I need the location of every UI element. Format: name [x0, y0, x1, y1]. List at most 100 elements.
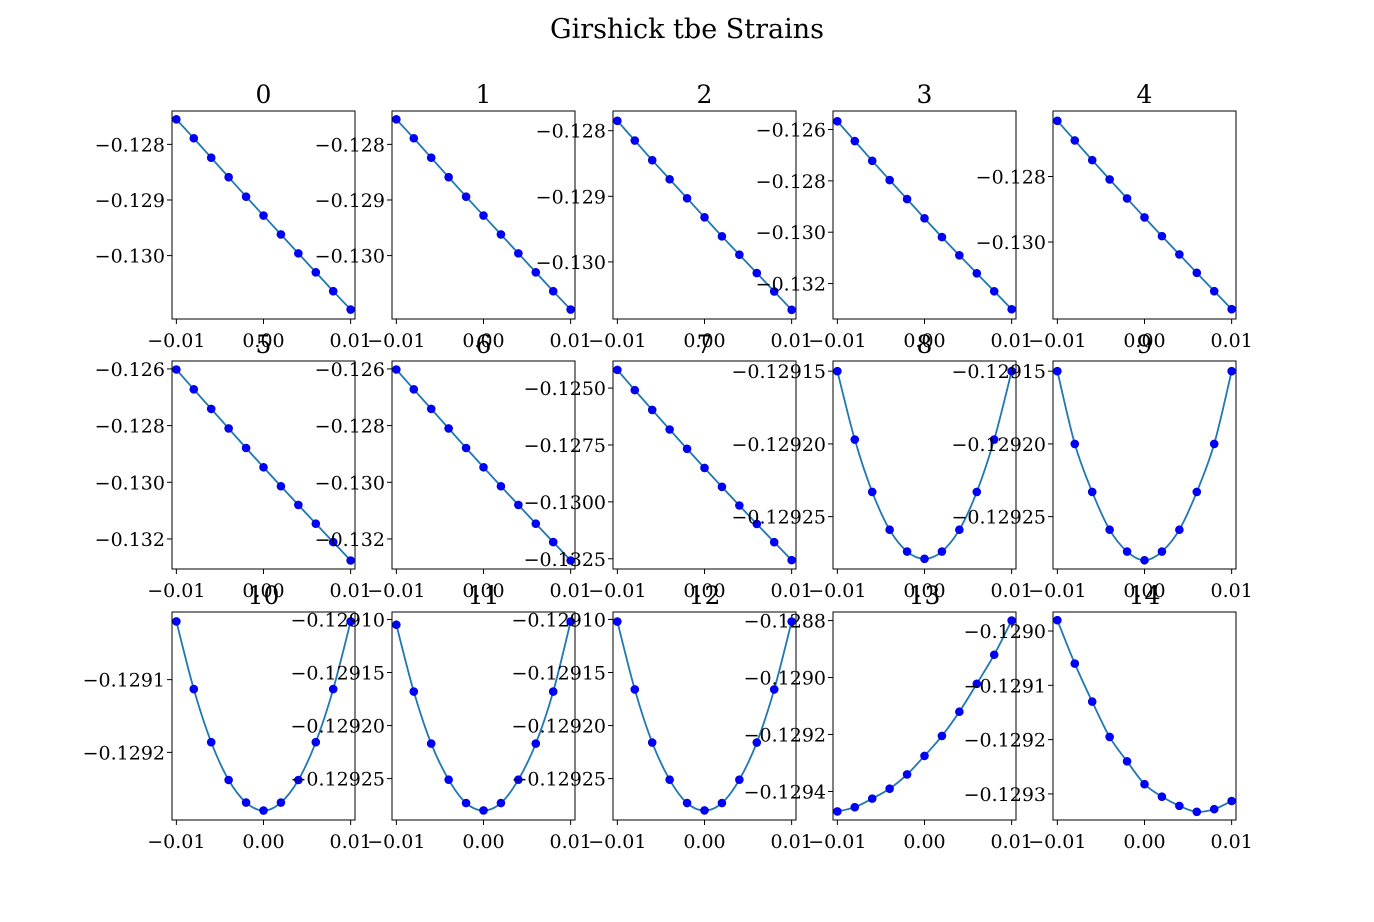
- data-point: [514, 500, 523, 510]
- y-tick-label: −0.128: [536, 121, 606, 143]
- data-point: [409, 133, 419, 143]
- data-point: [1227, 796, 1236, 806]
- x-tick-label: 0.00: [1123, 330, 1165, 352]
- subplot-4: 4 −0.01 0.00 0.01 −0.128 −0.130: [976, 80, 1253, 352]
- data-point: [630, 136, 640, 145]
- subplot-title: 4: [1137, 80, 1153, 109]
- data-point: [717, 482, 727, 492]
- figure-title: Girshick tbe Strains: [550, 14, 824, 45]
- y-tick-label: −0.1292: [744, 725, 826, 747]
- data-point: [189, 133, 199, 143]
- y-tick-label: −0.1290: [964, 621, 1046, 643]
- data-point: [937, 547, 947, 556]
- y-tick-label: −0.12920: [732, 434, 827, 456]
- series-line: [837, 620, 1013, 813]
- x-tick-label: −0.01: [588, 330, 646, 352]
- subplot-5: 5 −0.01 0.00 0.01 −0.126 −0.128 −0.130 −0.132: [95, 330, 372, 602]
- y-tick-label: −0.128: [315, 416, 385, 438]
- x-tick-label: 0.01: [549, 330, 591, 352]
- x-tick-label: 0.01: [329, 330, 371, 352]
- x-tick-label: 0.01: [990, 330, 1032, 352]
- y-tick-label: −0.128: [315, 134, 385, 156]
- data-point: [867, 156, 877, 166]
- data-point: [548, 537, 558, 547]
- data-point: [613, 116, 622, 126]
- x-tick-label: −0.01: [147, 580, 205, 602]
- axes-frame: [391, 110, 576, 320]
- x-tick-label: 0.01: [329, 831, 371, 853]
- data-point: [426, 739, 436, 748]
- axes-frame: [612, 611, 797, 821]
- x-tick-label: 0.00: [462, 580, 504, 602]
- y-tick-label: −0.130: [536, 252, 606, 274]
- data-point: [276, 798, 286, 807]
- axes-frame: [1052, 360, 1237, 570]
- subplot-title: 14: [1129, 581, 1161, 610]
- x-tick-label: −0.01: [147, 330, 205, 352]
- data-point: [1209, 804, 1219, 814]
- subplot-11: 11 −0.01 0.00 0.01 −0.12910 −0.12915 −0.12920 −…: [291, 581, 592, 853]
- data-point: [787, 555, 796, 565]
- y-tick-label: −0.1293: [964, 784, 1046, 806]
- x-tick-label: −0.01: [588, 580, 646, 602]
- data-point: [1157, 231, 1167, 241]
- data-point: [496, 481, 506, 491]
- y-tick-label: −0.12910: [512, 609, 607, 631]
- data-point: [1175, 525, 1184, 535]
- x-tick-label: 0.01: [770, 580, 812, 602]
- data-point: [328, 286, 338, 296]
- x-tick-label: 0.00: [462, 831, 504, 853]
- subplot-title: 2: [697, 80, 713, 109]
- data-point: [392, 115, 401, 124]
- data-point: [613, 365, 622, 375]
- data-point: [647, 405, 657, 415]
- data-point: [972, 268, 982, 278]
- y-tick-label: −0.130: [95, 246, 165, 268]
- y-tick-label: −0.129: [536, 186, 606, 208]
- data-point: [1227, 366, 1236, 376]
- data-point: [920, 554, 929, 564]
- axes-frame: [832, 611, 1017, 821]
- x-tick-label: −0.01: [588, 831, 646, 853]
- x-tick-label: −0.01: [808, 330, 866, 352]
- y-tick-label: −0.126: [315, 359, 385, 381]
- y-tick-label: −0.12915: [291, 662, 386, 684]
- x-tick-label: −0.01: [367, 580, 425, 602]
- data-point: [850, 435, 860, 444]
- data-point: [665, 174, 674, 184]
- data-point: [328, 684, 338, 694]
- data-point: [531, 739, 541, 748]
- y-tick-label: −0.12915: [512, 662, 607, 684]
- subplot-10: 10 −0.01 0.00 0.01 −0.1291 −0.1292: [83, 581, 372, 853]
- x-tick-label: −0.01: [808, 831, 866, 853]
- y-tick-label: −0.1325: [524, 549, 606, 571]
- data-point: [548, 687, 558, 696]
- data-point: [426, 153, 436, 163]
- data-point: [514, 775, 523, 784]
- y-tick-label: −0.126: [95, 359, 165, 381]
- data-point: [172, 617, 181, 626]
- data-point: [1175, 250, 1184, 259]
- data-point: [1070, 136, 1080, 145]
- x-tick-label: 0.00: [242, 330, 284, 352]
- data-point: [1105, 732, 1114, 742]
- series-line: [836, 370, 1013, 560]
- y-tick-label: −0.130: [976, 232, 1046, 254]
- x-tick-label: 0.01: [1210, 330, 1252, 352]
- data-point: [392, 365, 401, 374]
- axes-frame: [832, 110, 1017, 320]
- data-point: [1192, 807, 1202, 817]
- subplot-title: 3: [917, 80, 933, 109]
- data-point: [1007, 304, 1016, 314]
- y-tick-label: −0.128: [95, 134, 165, 156]
- data-point: [902, 194, 912, 204]
- y-tick-label: −0.1291: [83, 670, 165, 692]
- y-tick-label: −0.12915: [732, 361, 827, 383]
- data-point: [682, 193, 692, 203]
- data-point: [833, 807, 842, 816]
- data-point: [937, 232, 947, 242]
- y-tick-label: −0.12925: [732, 507, 827, 529]
- data-point: [548, 286, 558, 296]
- data-point: [224, 424, 233, 433]
- y-tick-label: −0.132: [95, 529, 165, 551]
